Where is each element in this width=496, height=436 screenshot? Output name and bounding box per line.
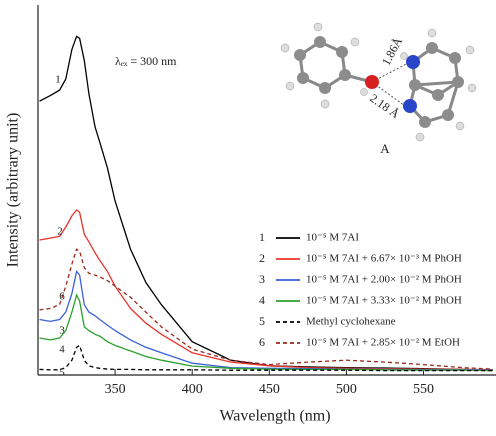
legend-label: 10⁻⁵ M 7AI + 2.85× 10⁻² M EtOH	[306, 337, 460, 349]
curve-label: 5	[59, 367, 65, 379]
series-line	[40, 345, 493, 370]
legend-label: 10⁻⁵ M 7AI + 6.67× 10⁻³ M PhOH	[306, 253, 462, 265]
series-line	[40, 249, 493, 369]
legend-label: 10⁻⁵ M 7AI + 3.33× 10⁻² M PhOH	[306, 295, 462, 307]
x-tick-label: 400	[182, 382, 203, 397]
x-tick-label: 500	[336, 382, 357, 397]
legend-number: 6	[259, 335, 265, 349]
nitrogen-atom	[406, 55, 420, 69]
annotation: λₑₓ = 300 nm	[115, 54, 177, 68]
curve-label: 1	[55, 74, 61, 86]
x-tick-label: 350	[105, 382, 126, 397]
chart: 1.86Å 2.18 Å A λₑₓ = 300 nm Wavelength (…	[0, 0, 496, 436]
curve-label: 4	[59, 344, 65, 356]
legend-number: 2	[259, 251, 265, 265]
nitrogen-atom	[403, 99, 417, 113]
legend-number: 3	[259, 272, 265, 286]
series-line	[40, 271, 493, 370]
distance-label: 1.86Å	[379, 35, 405, 68]
x-tick-label: 450	[259, 382, 280, 397]
legend-label: 10⁻⁵ M 7AI + 2.00× 10⁻² M PhOH	[306, 274, 462, 286]
distance-label: 2.18 Å	[367, 91, 402, 121]
x-axis-title: Wavelength (nm)	[219, 408, 330, 425]
legend-number: 4	[259, 293, 265, 307]
curve-label: 2	[57, 226, 63, 238]
legend-label: Methyl cyclohexane	[306, 316, 396, 328]
oxygen-atom	[365, 75, 379, 89]
inset-label: A	[380, 141, 390, 156]
x-tick-label: 550	[413, 382, 434, 397]
legend-number: 5	[259, 314, 265, 328]
legend-number: 1	[259, 230, 265, 244]
curve-label: 6	[59, 291, 65, 303]
series-line	[40, 36, 493, 369]
legend-label: 10⁻⁵ M 7AI	[306, 232, 359, 244]
molecule-inset: 1.86Å 2.18 Å A	[281, 23, 476, 156]
y-axis-title: Intensity (arbitrary unit)	[5, 113, 22, 268]
